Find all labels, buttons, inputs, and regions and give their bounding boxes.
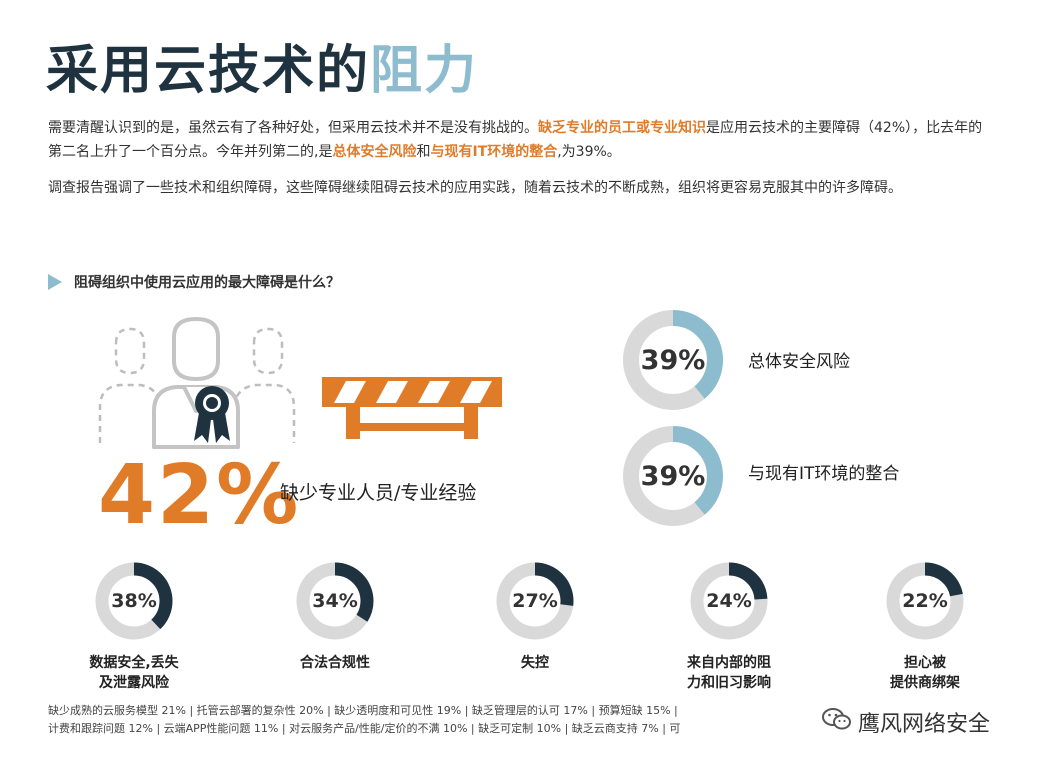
ring-chart	[95, 562, 173, 640]
ring-chart	[623, 426, 723, 526]
it-integration-label: 与现有IT环境的整合	[748, 464, 900, 484]
intro-text-a: 需要清醒认识到的是，虽然云有了各种好处，但采用云技术并不是没有挑战的。	[48, 120, 538, 136]
intro-text-b: 是应用云技术的主要障碍（42%），比去年的第二名上升了一个百分点。今年并列第二的…	[48, 120, 983, 160]
ring-chart	[496, 562, 574, 640]
question-text: 阻碍组织中使用云应用的最大障碍是什么？	[74, 275, 340, 291]
it-integration-ring: 39%	[621, 424, 725, 528]
ring-caption: 失控	[521, 655, 549, 671]
ring-caption: 来自内部的阻 力和旧习影响	[687, 655, 771, 691]
security-risk-ring: 39%	[621, 308, 725, 412]
security-risk-label: 总体安全风险	[748, 352, 850, 372]
people-illustration	[96, 315, 296, 459]
triangle-bullet-icon	[48, 274, 62, 290]
ring-caption: 数据安全,丢失 及泄露风险	[89, 655, 179, 691]
award-badge-icon	[194, 386, 230, 443]
ring-chart	[886, 562, 964, 640]
intro-paragraph-1: 需要清醒认识到的是，虽然云有了各种好处，但采用云技术并不是没有挑战的。缺乏专业的…	[48, 116, 988, 164]
road-barrier-icon	[322, 377, 504, 445]
intro-text-c: 和	[416, 144, 431, 160]
ring-caption: 合法合规性	[300, 655, 370, 671]
watermark-text: 鹰风网络安全	[858, 712, 991, 737]
ring-value: 27%	[512, 590, 558, 612]
ring-value: 34%	[312, 590, 358, 612]
watermark: 鹰风网络安全	[822, 706, 991, 738]
intro-text-d: ,为39%。	[557, 144, 621, 160]
page-title: 采用云技术的阻力	[46, 28, 478, 103]
title-accent: 阻力	[370, 41, 479, 101]
title-main: 采用云技术的	[46, 41, 371, 101]
highlight-staff: 缺乏专业的员工或专业知识	[538, 120, 706, 136]
minor-barrier-compliance: 34% 合法合规性	[265, 561, 405, 673]
ring-chart	[623, 310, 723, 410]
other-barriers-line-2: 计费和跟踪问题 12% | 云端APP性能问题 11% | 对云服务产品/性能/…	[48, 722, 681, 735]
highlight-security: 总体安全风险	[332, 144, 417, 160]
ring-chart	[296, 562, 374, 640]
ring-value: 24%	[706, 590, 752, 612]
minor-barrier-internal-resistance: 24% 来自内部的阻 力和旧习影响	[659, 561, 799, 693]
other-barriers-line-1: 缺少成熟的云服务模型 21% | 托管云部署的复杂性 20% | 缺少透明度和可…	[48, 704, 678, 717]
ring-chart	[690, 562, 768, 640]
ring-caption: 担心被 提供商绑架	[890, 655, 960, 691]
top-barrier-label: 缺少专业人员/专业经验	[280, 482, 477, 504]
ring-value: 38%	[111, 590, 157, 612]
top-barrier-value: 42%	[98, 448, 301, 543]
ring-value: 22%	[902, 590, 948, 612]
minor-barrier-data-security: 38% 数据安全,丢失 及泄露风险	[64, 561, 204, 693]
intro-paragraph-2: 调查报告强调了一些技术和组织障碍，这些障碍继续阻碍云技术的应用实践，随着云技术的…	[48, 180, 902, 196]
ring-value: 39%	[640, 460, 706, 492]
minor-barrier-vendor-lockin: 22% 担心被 提供商绑架	[855, 561, 995, 693]
wechat-logo-icon	[822, 707, 852, 737]
ring-value: 39%	[640, 344, 706, 376]
highlight-integration: 与现有IT环境的整合	[430, 144, 558, 160]
question-heading: 阻碍组织中使用云应用的最大障碍是什么？	[48, 272, 340, 292]
minor-barrier-loss-of-control: 27% 失控	[465, 561, 605, 673]
